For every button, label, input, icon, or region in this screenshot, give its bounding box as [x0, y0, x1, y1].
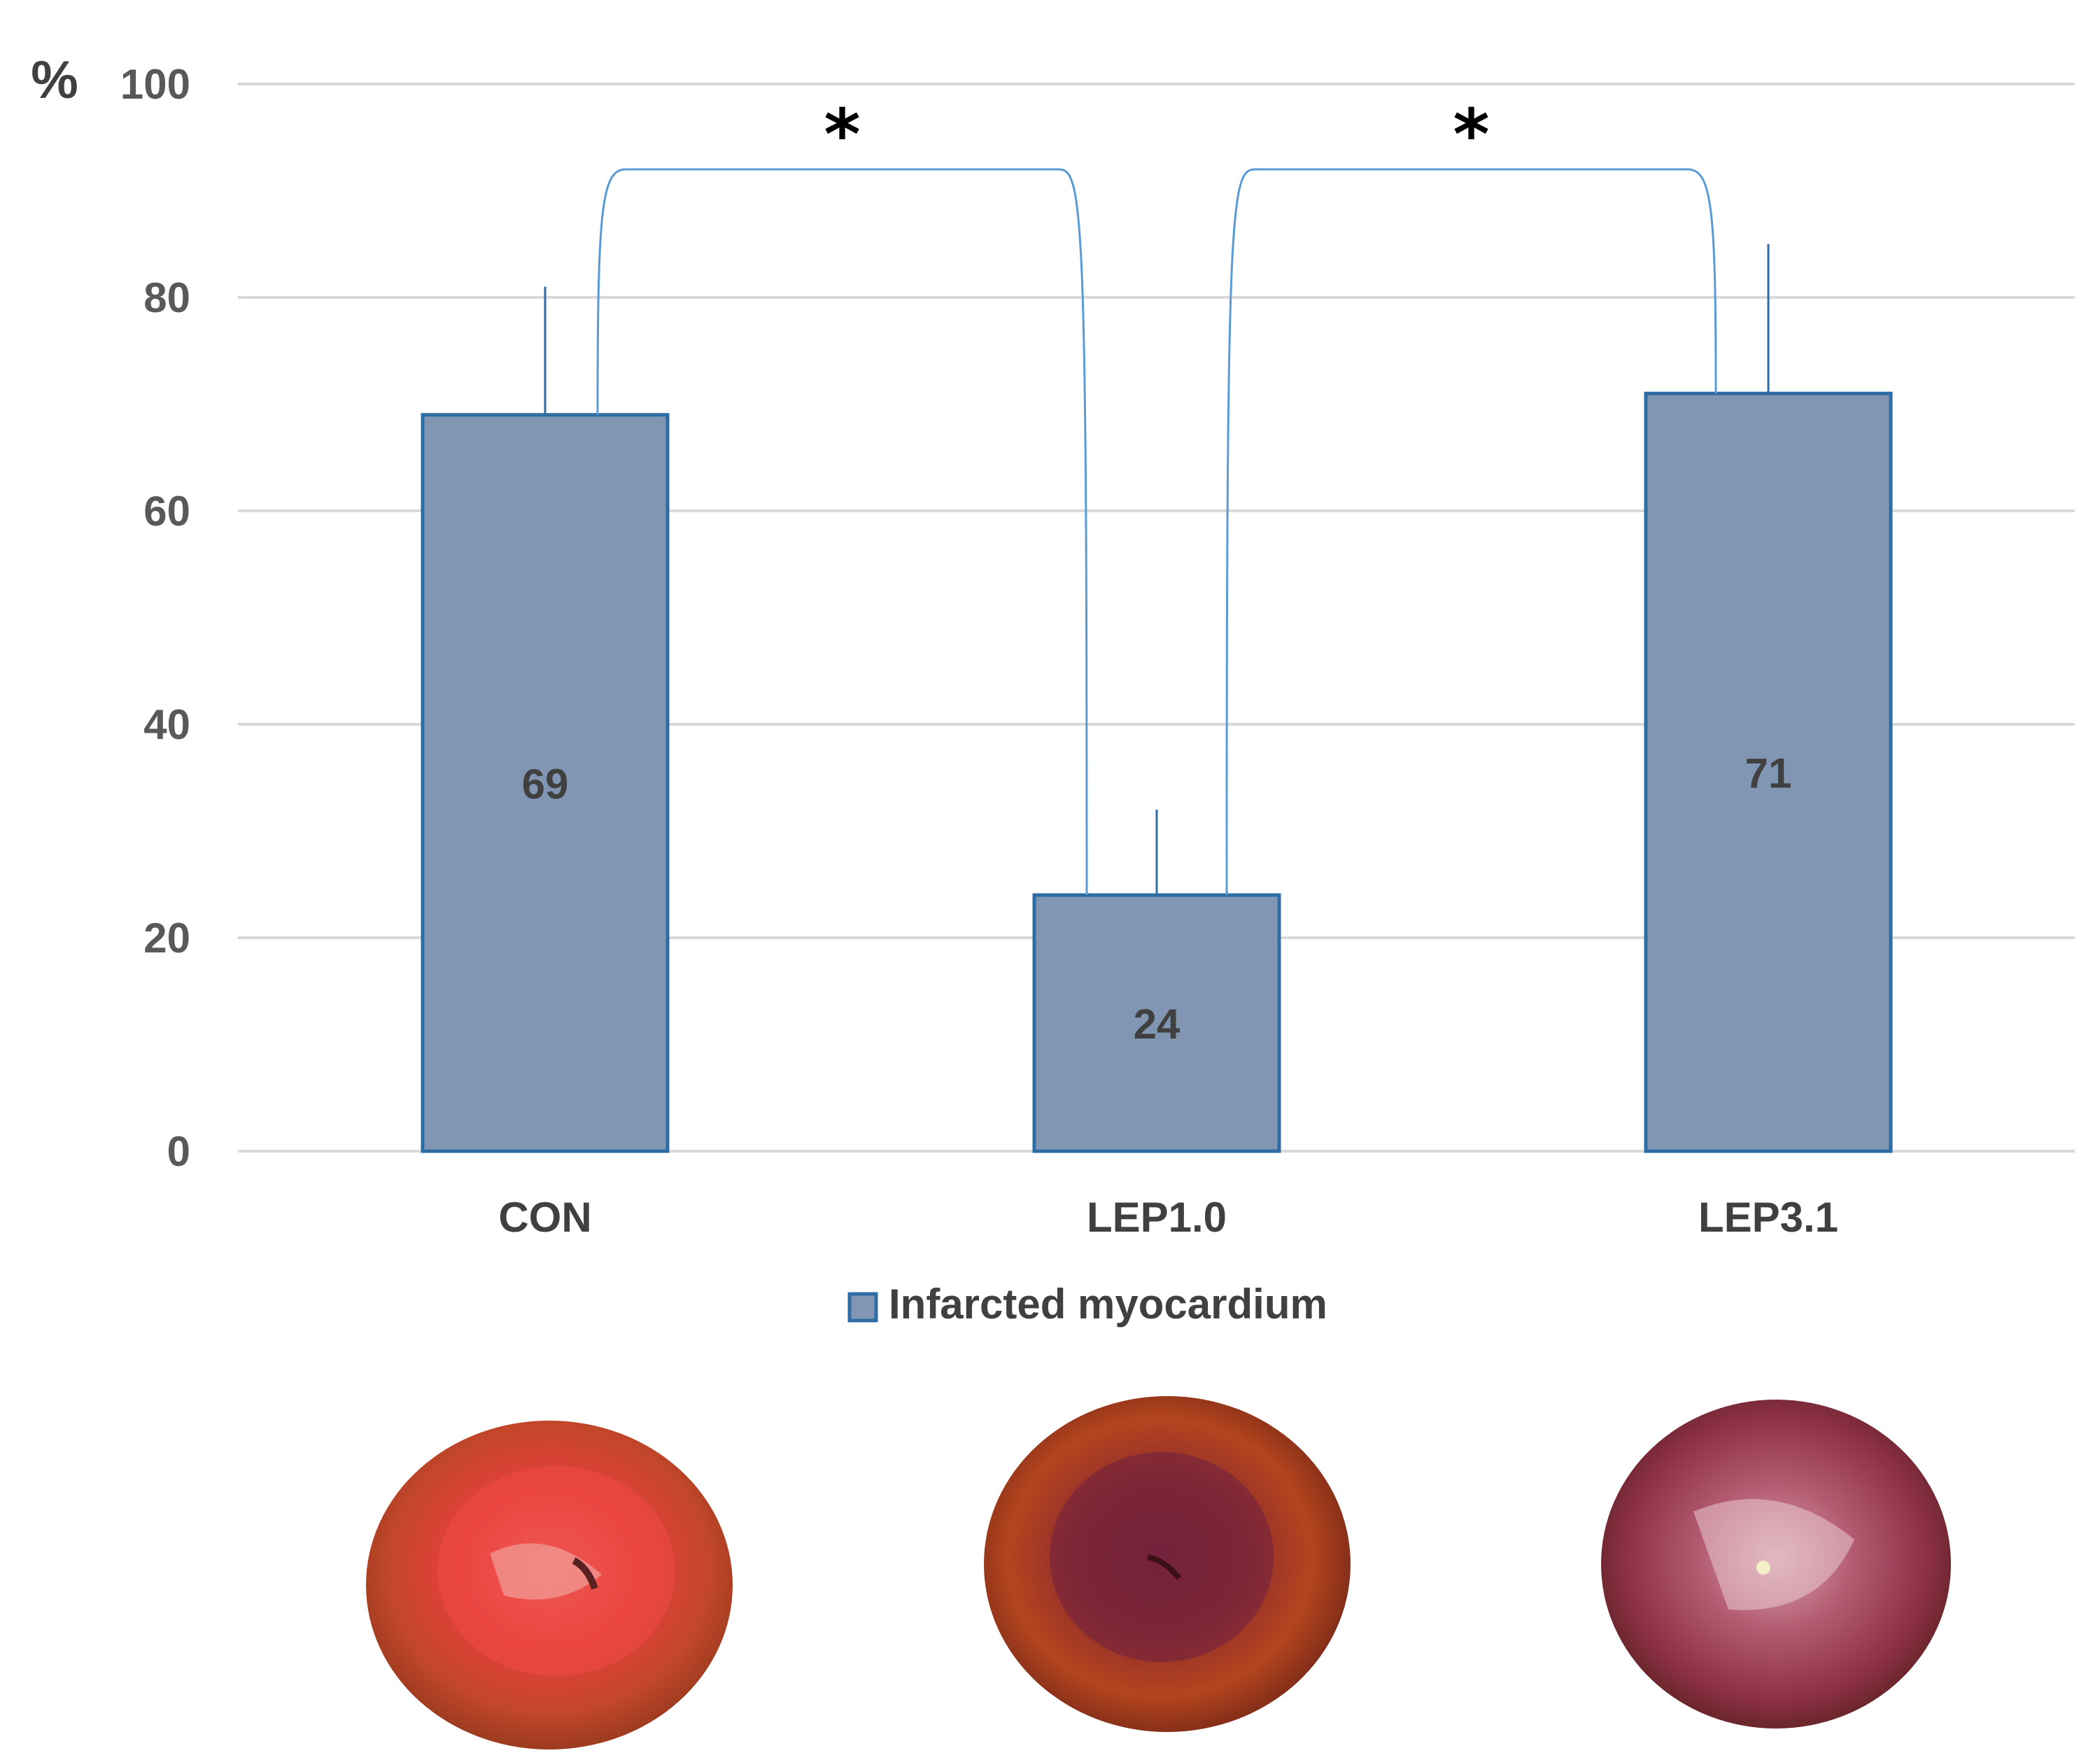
- category-label-con: CON: [498, 1194, 591, 1241]
- bars: [421, 391, 1893, 1153]
- heart-slice-lep1-image: [984, 1396, 1351, 1732]
- significance-star-2: *: [1453, 94, 1489, 176]
- legend: Infarcted myocardium: [847, 1281, 1327, 1328]
- y-tick-label-40: 40: [143, 701, 190, 748]
- legend-swatch: [847, 1292, 878, 1323]
- error-bars: [544, 244, 1770, 895]
- significance-bracket-1: [596, 168, 1088, 896]
- bar-lep31: [1644, 391, 1893, 1153]
- bar-lep10: [1032, 893, 1281, 1153]
- category-label-lep31: LEP3.1: [1698, 1194, 1838, 1241]
- x-axis-categories: CON LEP1.0 LEP3.1: [498, 1194, 1838, 1241]
- y-tick-label-60: 60: [143, 488, 190, 535]
- bar-con: [421, 413, 670, 1153]
- heart-slice-photos: [366, 1396, 1951, 1750]
- significance-brackets: * *: [596, 94, 1717, 896]
- data-labels: 69 24 71: [522, 750, 1792, 1048]
- y-axis-unit-label: %: [31, 50, 78, 110]
- heart-slice-con-image: [366, 1421, 733, 1750]
- legend-label: Infarcted myocardium: [889, 1281, 1327, 1328]
- heart-slice-lep3-image: [1601, 1400, 1951, 1729]
- y-tick-label-80: 80: [143, 274, 190, 321]
- significance-star-1: *: [824, 94, 860, 176]
- significance-bracket-2: [1225, 168, 1717, 896]
- y-tick-label-0: 0: [167, 1128, 190, 1175]
- data-label-lep31: 71: [1745, 750, 1792, 797]
- y-axis-ticks: 0 20 40 60 80 100: [120, 61, 190, 1175]
- category-label-lep10: LEP1.0: [1087, 1194, 1227, 1241]
- data-label-con: 69: [522, 761, 569, 808]
- y-tick-label-20: 20: [143, 915, 190, 962]
- data-label-lep10: 24: [1134, 1001, 1181, 1048]
- y-tick-label-100: 100: [120, 61, 190, 108]
